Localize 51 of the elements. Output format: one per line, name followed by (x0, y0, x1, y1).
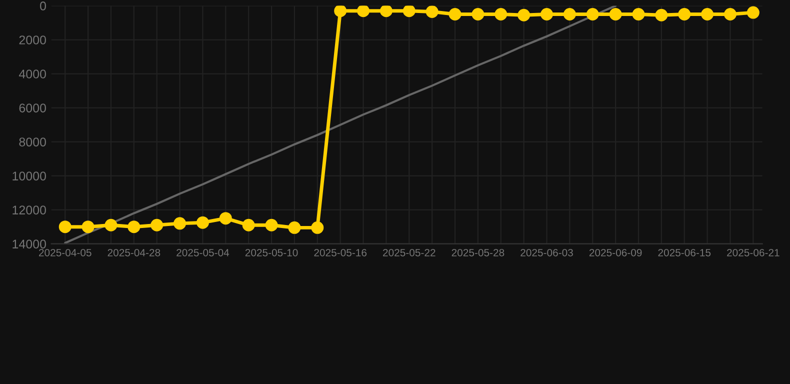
x-tick-label: 2025-06-21 (727, 248, 780, 256)
point (586, 8, 599, 21)
point (104, 218, 118, 232)
point (632, 8, 645, 21)
point (609, 8, 622, 21)
point (494, 8, 508, 21)
point (265, 218, 278, 232)
y-tick-label: 4000 (18, 70, 46, 78)
y-tick-label: 8000 (19, 138, 46, 146)
line-series (64, 6, 617, 244)
point (563, 8, 576, 21)
x-tick-label: 2025-06-09 (589, 248, 642, 256)
point (380, 6, 392, 18)
point (518, 8, 530, 22)
x-tick-label: 2025-05-16 (314, 248, 367, 256)
point (472, 8, 484, 21)
point (311, 221, 324, 234)
x-tick-label: 2025-06-15 (658, 248, 711, 256)
point (334, 6, 347, 18)
x-tick-label: 2025-04-05 (38, 248, 92, 256)
y-tick-label: 2000 (19, 36, 46, 44)
x-tick-label: 2025-06-03 (520, 248, 573, 256)
y-tick-label: 0 (40, 2, 46, 10)
y-tick-label: 12000 (12, 206, 46, 214)
point (701, 8, 714, 21)
point (58, 220, 72, 234)
x-tick-label: 2025-05-22 (383, 248, 436, 256)
point (82, 220, 94, 234)
point (174, 217, 186, 230)
point (288, 221, 301, 234)
x-tick-label: 2025-05-04 (176, 248, 230, 256)
x-tick-label: 2025-05-28 (452, 248, 504, 256)
x-tick-label: 2025-05-10 (245, 248, 298, 256)
point (128, 220, 140, 234)
point (448, 8, 462, 21)
y-tick-label: 10000 (12, 172, 46, 180)
point (219, 212, 232, 225)
point (402, 6, 416, 18)
x-tick-label: 2025-04-28 (108, 248, 160, 256)
point (746, 6, 760, 19)
y-tick-label: 14000 (12, 240, 46, 248)
point (357, 6, 370, 18)
point (242, 218, 255, 232)
point (724, 8, 736, 21)
point (196, 216, 209, 229)
point (540, 8, 554, 21)
point (678, 8, 691, 21)
point (426, 6, 438, 18)
y-tick-label: 6000 (19, 104, 46, 112)
point (150, 218, 164, 232)
point (655, 8, 668, 22)
